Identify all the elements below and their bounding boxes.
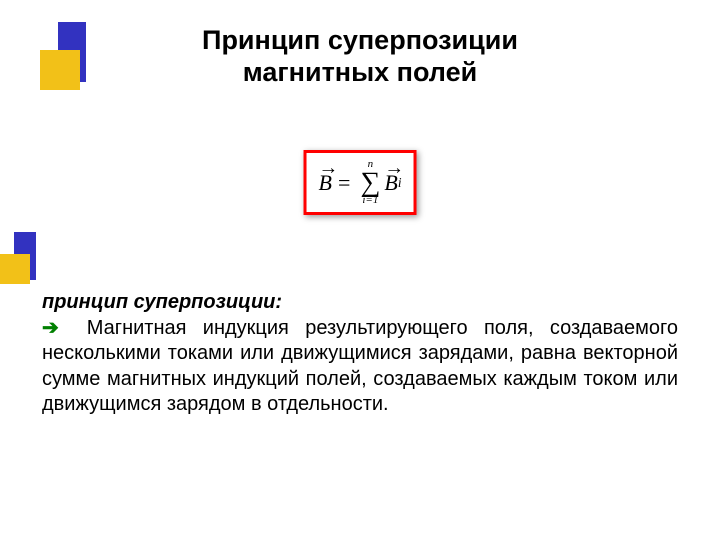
bullet-arrow-icon: ➔ xyxy=(42,316,59,342)
formula-equals: = xyxy=(338,170,350,196)
title-line1: Принцип суперпозиции xyxy=(0,24,720,56)
principle-paragraph: ➔Магнитная индукция результирующего поля… xyxy=(42,316,678,418)
formula-lhs: → B xyxy=(319,170,332,196)
sum-lower: i=1 xyxy=(362,195,378,206)
deco-yellow-mid xyxy=(0,254,30,284)
slide-title: Принцип суперпозиции магнитных полей xyxy=(0,24,720,89)
formula: → B = n ∑ i=1 → B i xyxy=(319,159,402,206)
formula-rhs: → B xyxy=(384,170,397,196)
sum-symbol: ∑ xyxy=(360,170,380,195)
formula-box: → B = n ∑ i=1 → B i xyxy=(304,150,417,215)
body-text: принцип суперпозиции: ➔Магнитная индукци… xyxy=(42,290,678,418)
formula-sum: n ∑ i=1 xyxy=(360,159,380,206)
principle-label: принцип суперпозиции: xyxy=(42,290,678,316)
title-line2: магнитных полей xyxy=(0,56,720,88)
principle-text: Магнитная индукция результирующего поля,… xyxy=(42,317,678,416)
